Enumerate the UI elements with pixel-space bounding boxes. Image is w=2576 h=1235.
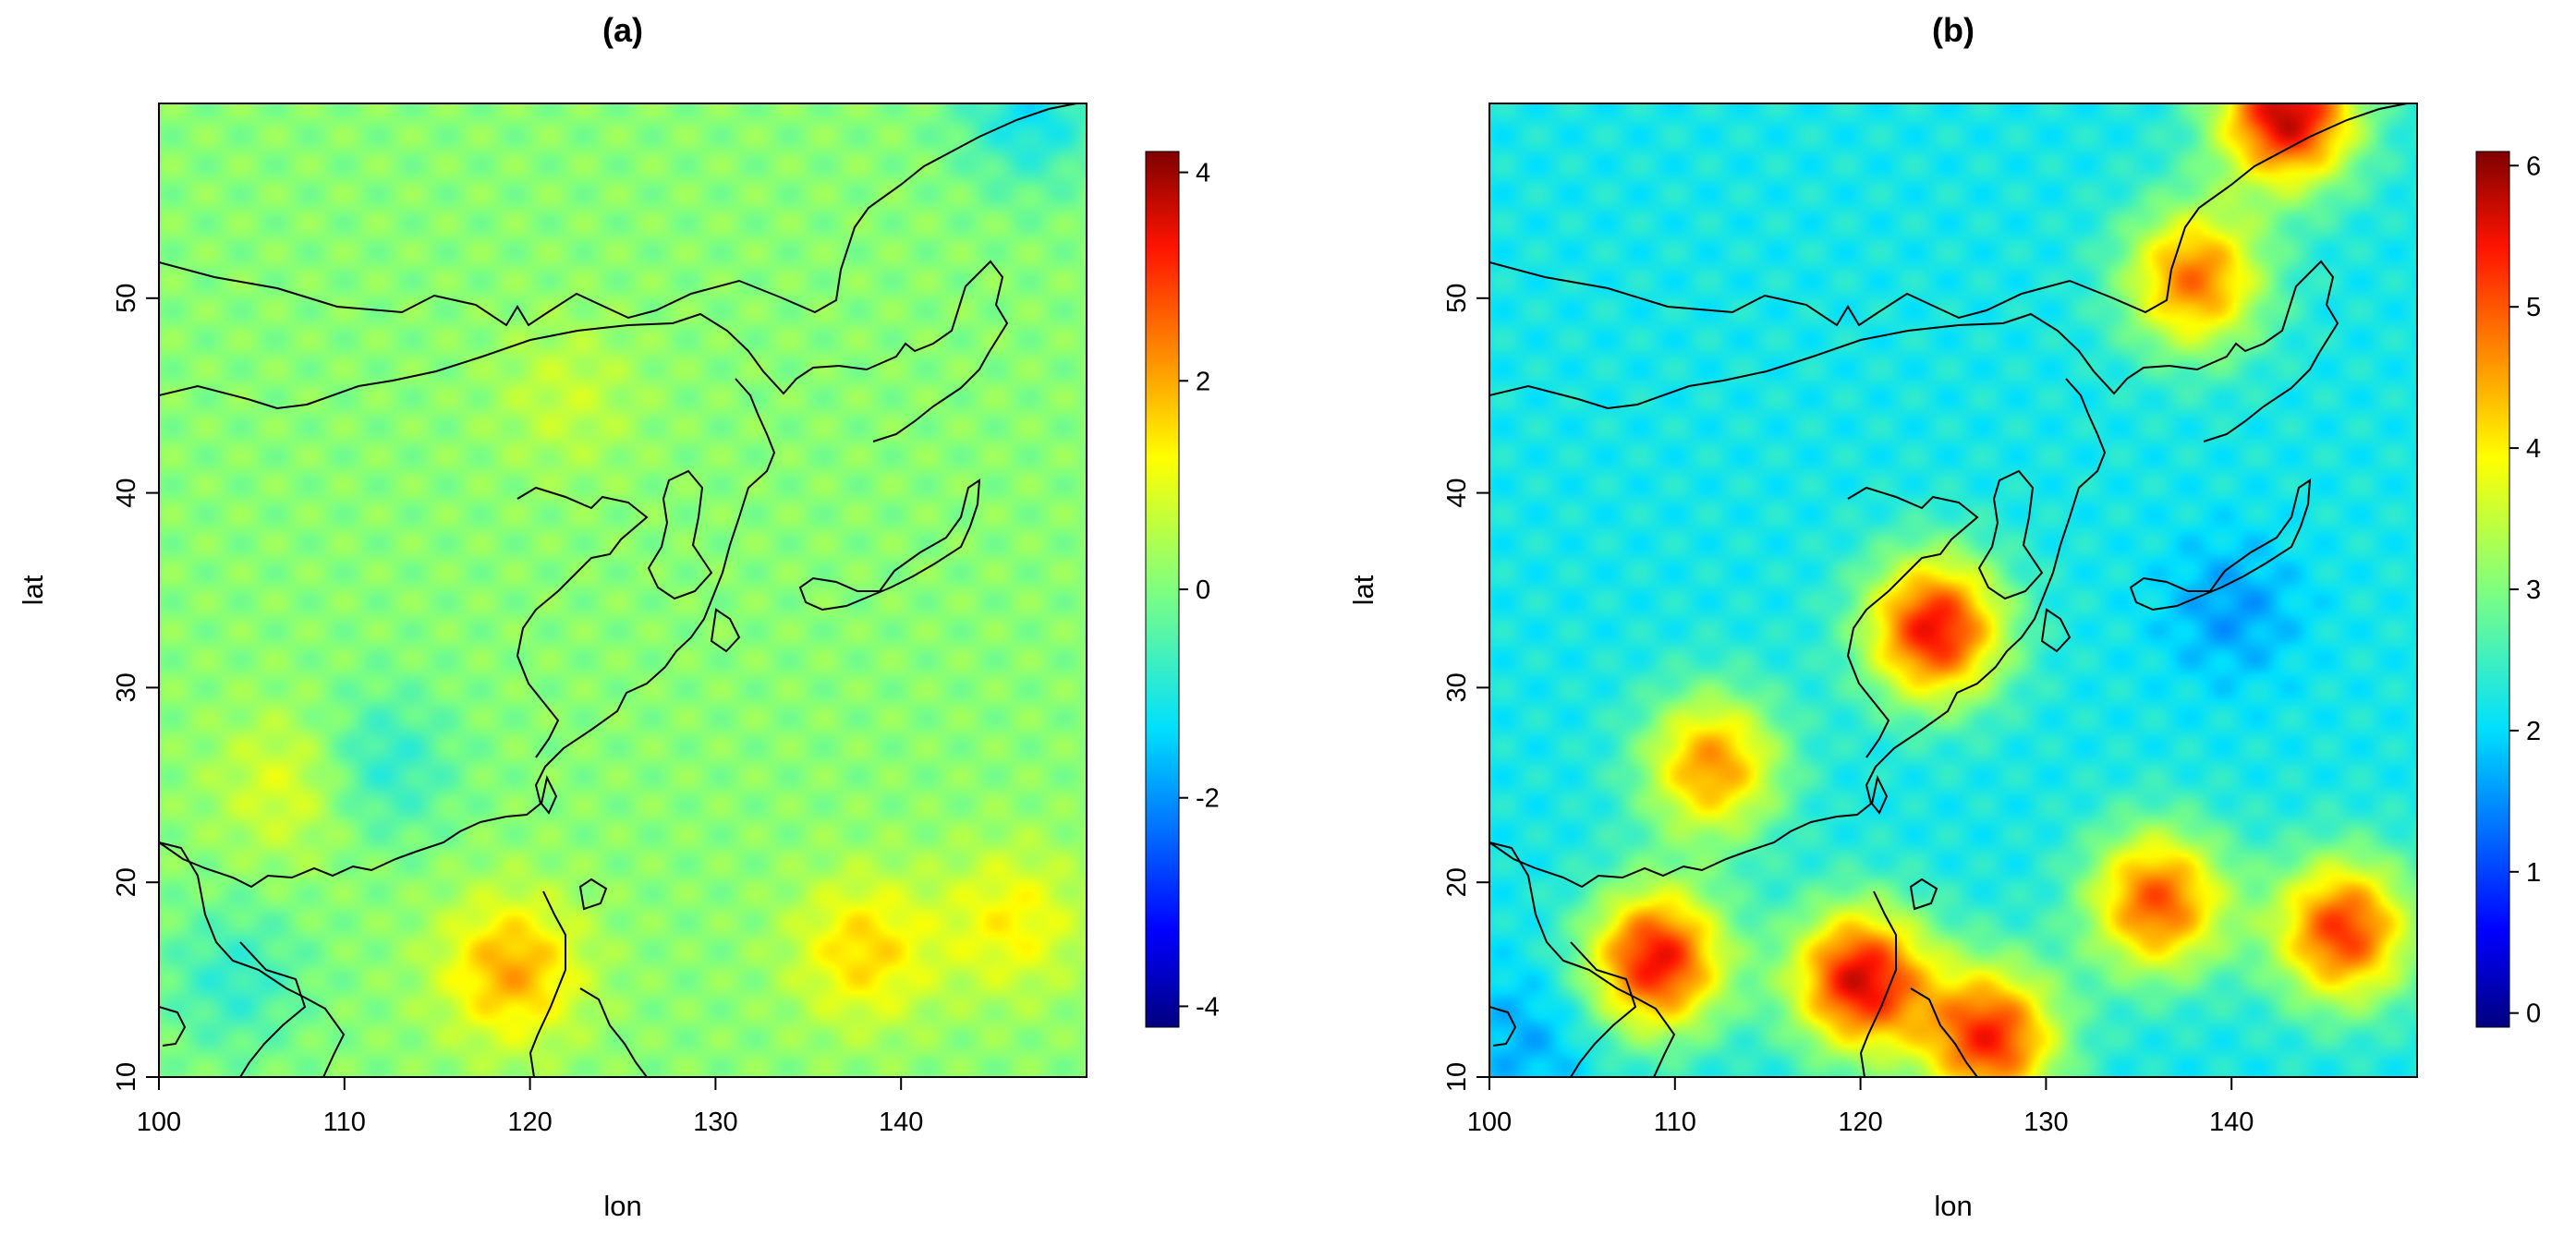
y-tick-label: 10 <box>112 1062 141 1092</box>
y-tick-label: 50 <box>112 284 141 313</box>
axes: 100 110 120 130 140 10 20 30 40 50 <box>1442 284 2254 1137</box>
x-tick-label: 120 <box>507 1108 552 1137</box>
x-axis-label: lon <box>1934 1190 1972 1222</box>
colorbar-tick-label: 0 <box>1196 575 1210 605</box>
colorbar-tick-label: 6 <box>2526 151 2541 181</box>
y-tick-label: 10 <box>1442 1062 1472 1092</box>
heatmap-field <box>1489 103 2417 1077</box>
colorbar-gradient <box>2475 151 2510 1028</box>
x-tick-label: 120 <box>1838 1108 1882 1137</box>
coastline <box>159 103 1077 1077</box>
x-tick-label: 100 <box>1467 1108 1512 1137</box>
panel-title: (b) <box>1932 11 1975 49</box>
x-tick-label: 140 <box>879 1108 923 1137</box>
colorbar-tick-label: 4 <box>1196 159 1210 188</box>
x-tick-label: 110 <box>323 1108 366 1137</box>
colorbar-tick-label: -4 <box>1196 992 1220 1022</box>
colorbar-tick-label: 2 <box>2526 717 2541 746</box>
colorbar-tick-label: -2 <box>1196 784 1220 814</box>
y-axis-label: lat <box>17 575 49 605</box>
y-tick-label: 40 <box>1442 478 1472 507</box>
y-tick-label: 20 <box>112 867 141 897</box>
y-tick-label: 40 <box>112 478 141 507</box>
colorbar-tick-label: 4 <box>2526 434 2541 464</box>
axes: 100 110 120 130 140 10 20 30 40 50 <box>112 284 923 1137</box>
colorbar: 6 5 4 3 2 1 0 <box>2475 151 2541 1029</box>
heatmap-field <box>159 103 1087 1077</box>
y-axis-label: lat <box>1347 575 1379 605</box>
colorbar-tick-label: 5 <box>2526 293 2541 322</box>
colorbar-tick-label: 3 <box>2526 575 2541 605</box>
colorbar-tick-label: 0 <box>2526 999 2541 1029</box>
colorbar: 4 2 0 -2 -4 <box>1145 151 1220 1028</box>
x-axis-label: lon <box>603 1190 641 1222</box>
coastline <box>1489 103 2408 1077</box>
y-tick-label: 30 <box>1442 672 1472 702</box>
x-tick-label: 110 <box>1654 1108 1696 1137</box>
y-tick-label: 50 <box>1442 284 1472 313</box>
panel-title: (a) <box>602 11 643 49</box>
x-tick-label: 130 <box>693 1108 737 1137</box>
y-tick-label: 20 <box>1442 867 1472 897</box>
colorbar-tick-label: 2 <box>1196 367 1210 396</box>
plot-frame <box>158 103 1088 1078</box>
colorbar-tick-label: 1 <box>2526 858 2541 888</box>
y-tick-label: 30 <box>112 672 141 702</box>
x-tick-label: 100 <box>137 1108 181 1137</box>
colorbar-gradient <box>1145 151 1180 1028</box>
x-tick-label: 130 <box>2023 1108 2068 1137</box>
plot-frame <box>1488 103 2418 1078</box>
x-tick-label: 140 <box>2209 1108 2254 1137</box>
